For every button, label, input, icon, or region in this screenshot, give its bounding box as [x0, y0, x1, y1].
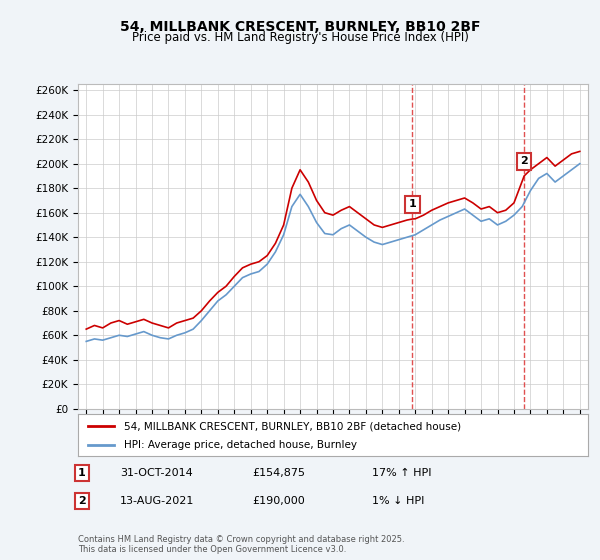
Text: 13-AUG-2021: 13-AUG-2021: [120, 496, 194, 506]
Text: 54, MILLBANK CRESCENT, BURNLEY, BB10 2BF: 54, MILLBANK CRESCENT, BURNLEY, BB10 2BF: [120, 20, 480, 34]
Text: 17% ↑ HPI: 17% ↑ HPI: [372, 468, 431, 478]
Text: 54, MILLBANK CRESCENT, BURNLEY, BB10 2BF (detached house): 54, MILLBANK CRESCENT, BURNLEY, BB10 2BF…: [124, 421, 461, 431]
Text: 1: 1: [409, 199, 416, 209]
Text: 31-OCT-2014: 31-OCT-2014: [120, 468, 193, 478]
Text: £154,875: £154,875: [252, 468, 305, 478]
Text: 2: 2: [520, 156, 528, 166]
Text: Price paid vs. HM Land Registry's House Price Index (HPI): Price paid vs. HM Land Registry's House …: [131, 31, 469, 44]
Text: 1% ↓ HPI: 1% ↓ HPI: [372, 496, 424, 506]
Text: 2: 2: [78, 496, 86, 506]
Text: Contains HM Land Registry data © Crown copyright and database right 2025.
This d: Contains HM Land Registry data © Crown c…: [78, 535, 404, 554]
Text: HPI: Average price, detached house, Burnley: HPI: Average price, detached house, Burn…: [124, 440, 357, 450]
Text: 1: 1: [78, 468, 86, 478]
Text: £190,000: £190,000: [252, 496, 305, 506]
